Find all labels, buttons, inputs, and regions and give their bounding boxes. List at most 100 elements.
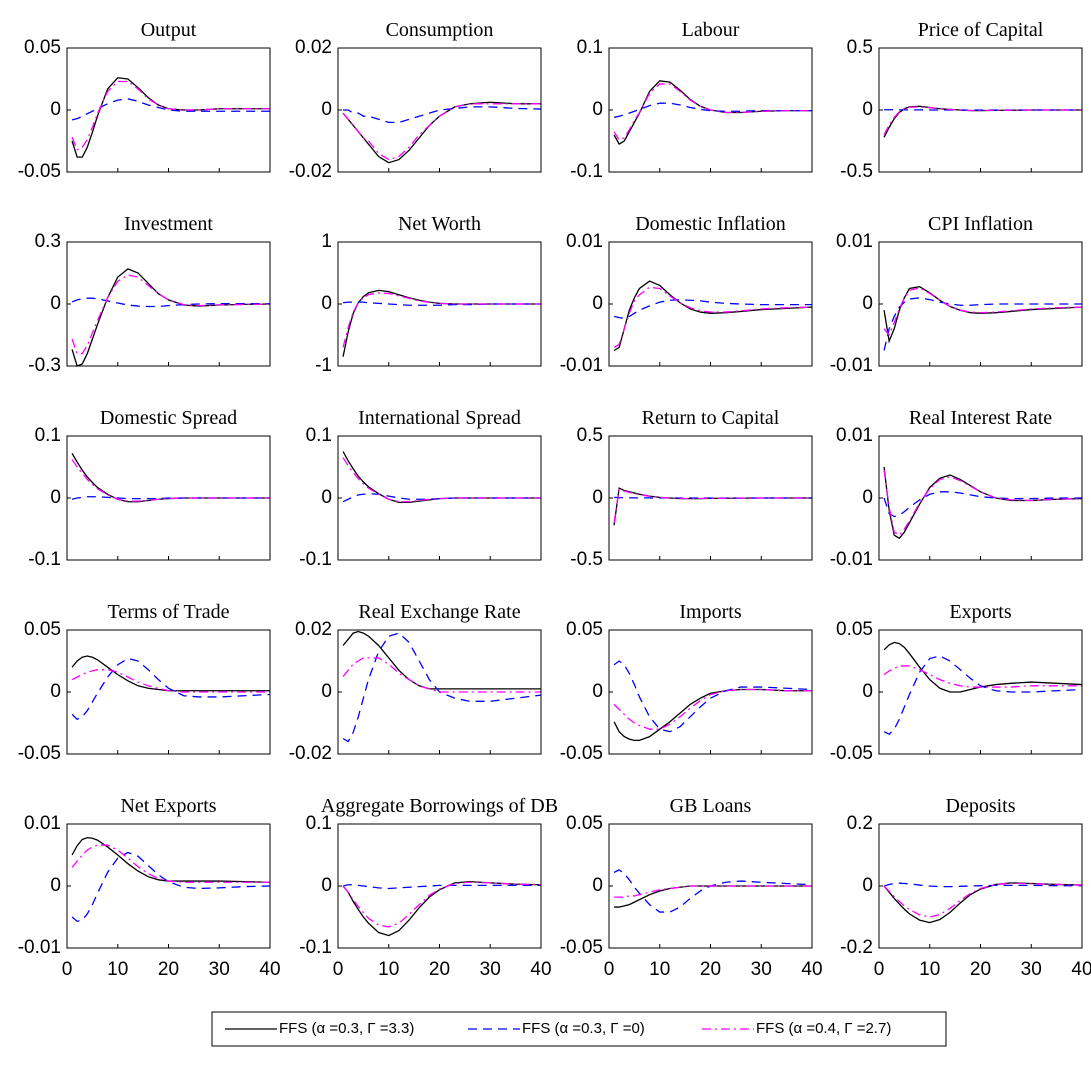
axes-box [66,47,271,173]
axes-box [878,629,1083,755]
series-line [342,457,541,503]
series-line [883,882,1083,918]
y-tick-label: -0.05 [18,161,61,182]
y-tick-label: 0 [862,875,873,896]
y-tick-label: 0.1 [306,425,332,446]
axes-box [878,823,1083,949]
y-tick-label: 0.05 [566,619,603,640]
y-tick-label: 0 [862,487,873,508]
subplot-title: Net Worth [398,213,481,235]
legend-label: FFS (α =0.3, Γ =0) [522,1020,645,1037]
y-tick-label: 0.2 [847,813,873,834]
subplot-title: Investment [124,213,213,235]
y-tick-label: -0.05 [18,743,61,764]
y-tick-label: 0 [592,875,603,896]
series-line [71,836,271,883]
legend-label: FFS (α =0.3, Γ =3.3) [279,1020,414,1037]
y-tick-label: 0 [592,293,603,314]
x-tick-label: 10 [649,959,670,980]
subplot: Output -0.05 0 0.05 [18,19,271,182]
axes-box [608,47,813,173]
y-tick-label: -0.01 [830,355,873,376]
y-tick-label: 0 [50,487,61,508]
series-line [71,496,270,500]
series-line [71,459,270,502]
x-tick-label: 40 [801,959,822,980]
series-line [342,657,541,693]
axes-box [608,241,813,367]
y-tick-label: 0 [50,99,61,120]
y-tick-label: -0.05 [560,937,603,958]
y-tick-label: -0.01 [18,937,61,958]
y-tick-label: 0.3 [35,231,61,252]
legend-box [211,1011,947,1047]
y-tick-label: 0 [321,681,332,702]
x-tick-label: 0 [604,959,615,980]
series-line [613,83,812,141]
y-tick-label: 0.5 [847,37,873,58]
axes-box [608,629,813,755]
axes-box [66,241,271,367]
subplot: Return to Capital -0.5 0 0.5 [570,407,813,570]
y-tick-label: 0.02 [295,619,332,640]
y-tick-label: 0.01 [566,231,603,252]
series-line [71,98,270,121]
y-tick-label: -0.05 [830,743,873,764]
y-tick-label: 0 [321,293,332,314]
y-tick-label: -0.02 [289,161,332,182]
series-line [613,869,813,913]
y-tick-label: 0.5 [577,425,603,446]
series-line [613,488,812,523]
axes-box [608,435,813,561]
x-tick-label: 20 [700,959,721,980]
series-line [342,493,541,503]
subplot: Labour -0.1 0 0.1 [570,19,813,182]
subplot: Deposits-0.200.20 10 20 30 40 [840,795,1091,980]
subplot-title: Imports [679,601,741,623]
series-line [613,102,812,119]
y-tick-label: -0.01 [560,355,603,376]
y-tick-label: 0.1 [306,813,332,834]
x-tick-label: 0 [874,959,885,980]
y-tick-label: 0 [321,99,332,120]
series-line [883,641,1083,693]
subplot-title: GB Loans [670,795,752,817]
y-tick-label: -0.1 [299,937,332,958]
subplot: Consumption -0.02 0 0.02 [289,19,542,182]
subplot-title: Real Exchange Rate [358,601,520,623]
x-tick-label: 30 [209,959,230,980]
y-tick-label: 0 [592,99,603,120]
series-line [883,655,1083,735]
subplot-title: Real Interest Rate [909,407,1052,429]
y-tick-label: 0.01 [836,231,873,252]
subplot: International Spread -0.1 0 0.1 [299,407,542,570]
series-line [71,844,270,883]
series-line [883,882,1082,888]
subplot: Domestic Spread -0.1 0 0.1 [28,407,271,570]
axes-box [878,241,1083,367]
series-line [614,885,812,898]
subplot-title: Deposits [946,795,1016,817]
y-tick-label: 0 [50,875,61,896]
y-tick-label: -0.1 [570,161,603,182]
series-line [71,274,271,355]
subplot-title: Labour [682,19,740,41]
subplot: Net Worth -1 0 1 [315,213,542,376]
x-tick-label: 10 [919,959,940,980]
x-tick-label: 20 [158,959,179,980]
x-tick-label: 0 [333,959,344,980]
subplot: Aggregate Borrowings of DB-0.100.10 10 20 3… [299,795,558,980]
x-tick-label: 40 [530,959,551,980]
subplot-title: Domestic Spread [100,407,237,429]
y-tick-label: -1 [315,355,332,376]
series-line [883,491,1082,518]
axes-box [337,47,542,173]
axes-box [66,629,271,755]
y-tick-label: -0.1 [299,549,332,570]
y-tick-label: 0.05 [24,37,61,58]
y-tick-label: 0.02 [295,37,332,58]
